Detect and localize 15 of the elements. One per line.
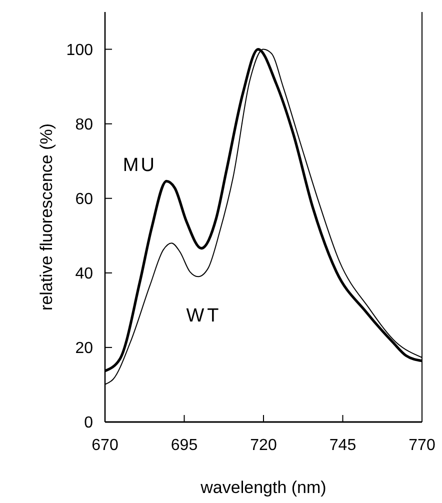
x-axis-title: wavelength (nm) xyxy=(200,478,326,497)
y-tick-label: 0 xyxy=(84,414,94,432)
y-tick-label: 60 xyxy=(75,190,94,208)
x-tick-label: 670 xyxy=(92,437,118,454)
x-tick-label: 695 xyxy=(170,437,198,454)
series-label: MU xyxy=(122,155,156,176)
series-label: WT xyxy=(186,306,222,327)
y-tick-label: 20 xyxy=(75,340,94,358)
x-tick-label: 720 xyxy=(250,437,277,454)
y-tick-label: 40 xyxy=(75,266,94,283)
x-tick-label: 745 xyxy=(329,437,356,454)
y-axis-title: relative fluorescence (%) xyxy=(37,123,56,311)
y-tick-label: 80 xyxy=(75,116,94,134)
y-tick-label: 100 xyxy=(66,42,94,59)
x-tick-label: 770 xyxy=(408,437,436,454)
